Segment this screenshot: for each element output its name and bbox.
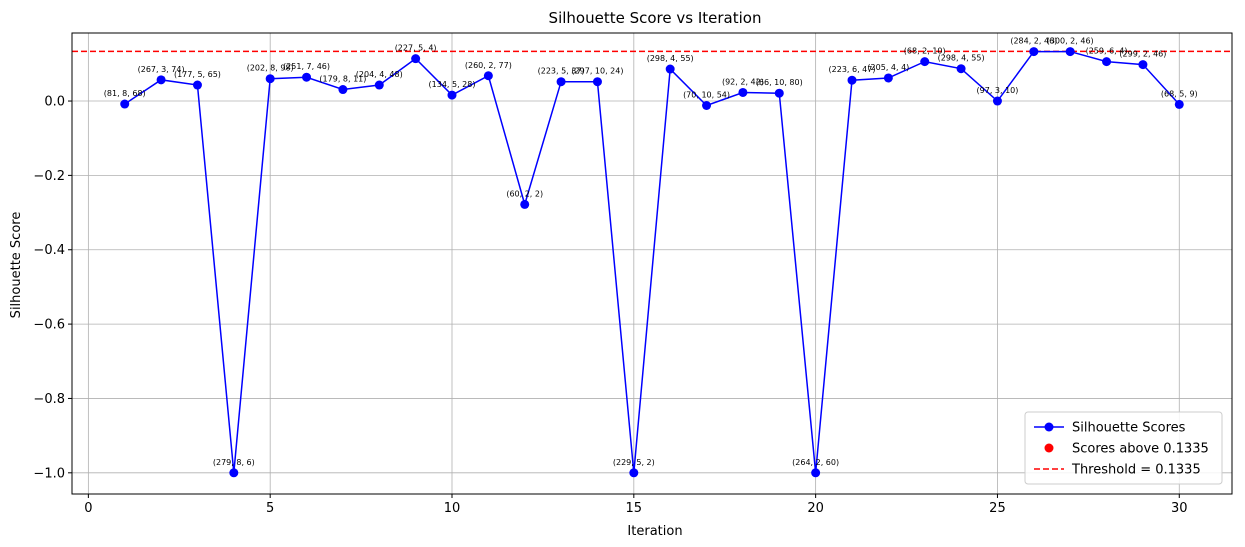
data-point: [265, 74, 275, 84]
point-label: (134, 5, 28): [429, 80, 476, 89]
data-point: [847, 75, 857, 85]
point-label: (68, 5, 9): [1161, 89, 1198, 98]
data-point: [192, 80, 202, 90]
data-point: [229, 468, 239, 478]
point-label: (267, 3, 74): [138, 65, 185, 74]
point-label: (297, 10, 24): [571, 67, 623, 76]
data-point: [1065, 47, 1075, 57]
data-point: [1174, 99, 1184, 109]
legend-marker: [1044, 422, 1054, 432]
x-tick-label: 15: [626, 501, 643, 516]
point-label: (202, 8, 98): [247, 64, 294, 73]
point-label: (204, 4, 48): [356, 70, 403, 79]
y-tick-label: 0.0: [44, 95, 65, 110]
point-label: (227, 5, 4): [395, 44, 437, 53]
point-label: (229, 5, 2): [613, 458, 655, 467]
legend-label: Scores above 0.1335: [1072, 442, 1209, 457]
point-label: (223, 6, 47): [829, 65, 876, 74]
data-point: [411, 54, 421, 64]
point-label: (92, 2, 42): [722, 77, 764, 86]
legend-label: Threshold = 0.1335: [1071, 463, 1201, 478]
legend-scatter-marker: [1044, 443, 1054, 453]
data-point: [520, 199, 530, 209]
data-point: [774, 88, 784, 98]
legend: Silhouette Scores Scores above 0.1335 Thre…: [1024, 411, 1223, 485]
point-label: (284, 2, 46): [1010, 37, 1057, 46]
data-point: [738, 87, 748, 97]
ticks: 0 5 10 15 20 25 30 −1.0 −0.8 −0.6 −0.4 −0.2 0.0: [33, 95, 1187, 516]
point-label: (81, 8, 68): [104, 89, 146, 98]
data-point: [483, 71, 493, 81]
y-tick-label: −0.4: [33, 243, 65, 258]
point-label: (298, 4, 55): [647, 54, 694, 63]
point-label: (68, 2, 10): [904, 47, 946, 56]
x-tick-label: 5: [266, 501, 274, 516]
x-tick-label: 30: [1171, 501, 1188, 516]
point-label: (300, 2, 46): [1047, 37, 1094, 46]
y-tick-label: −0.2: [33, 169, 65, 184]
y-axis-label: Silhouette Score: [9, 212, 24, 319]
x-axis-label: Iteration: [627, 524, 682, 539]
data-point: [592, 77, 602, 87]
data-point: [920, 57, 930, 67]
point-label: (177, 5, 65): [174, 70, 221, 79]
point-label: (259, 6, 4): [1086, 47, 1128, 56]
y-tick-label: −1.0: [33, 466, 65, 481]
grid: [72, 33, 1232, 494]
point-label: (70, 10, 54): [683, 90, 730, 99]
data-point: [302, 72, 312, 82]
data-point: [883, 73, 893, 83]
x-tick-label: 25: [989, 501, 1006, 516]
legend-box: [1024, 411, 1223, 485]
legend-label: Silhouette Scores: [1072, 421, 1186, 436]
series-line: [124, 50, 1180, 473]
data-point: [1029, 47, 1039, 57]
point-label: (66, 10, 80): [756, 78, 803, 87]
data-point: [992, 96, 1002, 106]
data-point: [665, 64, 675, 74]
data-point: [156, 75, 166, 85]
y-tick-label: −0.6: [33, 318, 65, 333]
x-tick-label: 20: [807, 501, 824, 516]
data-point: [629, 468, 639, 478]
point-label: (179, 8, 11): [319, 75, 366, 84]
point-label: (60, 2, 2): [506, 189, 543, 198]
data-point: [702, 100, 712, 110]
data-point: [338, 85, 348, 95]
point-label: (264, 2, 60): [792, 458, 839, 467]
x-tick-label: 10: [444, 501, 461, 516]
data-point: [956, 64, 966, 74]
data-point: [556, 77, 566, 87]
data-point: [1138, 60, 1148, 70]
point-labels: (81, 8, 68) (267, 3, 74)(177, 5, 65) (279,…: [104, 37, 1198, 467]
point-label: (299, 2, 46): [1119, 50, 1166, 59]
data-point: [1102, 57, 1112, 67]
point-label: (279, 8, 6): [213, 458, 255, 467]
point-label: (223, 5, 37): [538, 67, 585, 76]
x-tick-label: 0: [84, 501, 92, 516]
point-label: (260, 2, 77): [465, 61, 512, 70]
point-label: (97, 3, 10): [977, 86, 1019, 95]
point-label: (298, 4, 55): [938, 54, 985, 63]
axes: [71, 32, 1233, 495]
data-point: [374, 80, 384, 90]
chart-title: Silhouette Score vs Iteration: [549, 9, 762, 27]
point-label: (205, 4, 4): [867, 63, 909, 72]
y-tick-label: −0.8: [33, 392, 65, 407]
data-point: [120, 99, 130, 109]
plot-frame: [71, 32, 1233, 495]
point-label: (251, 7, 46): [283, 62, 330, 71]
data-point: [447, 90, 457, 100]
series-layer: [120, 47, 1184, 478]
data-point: [811, 468, 821, 478]
